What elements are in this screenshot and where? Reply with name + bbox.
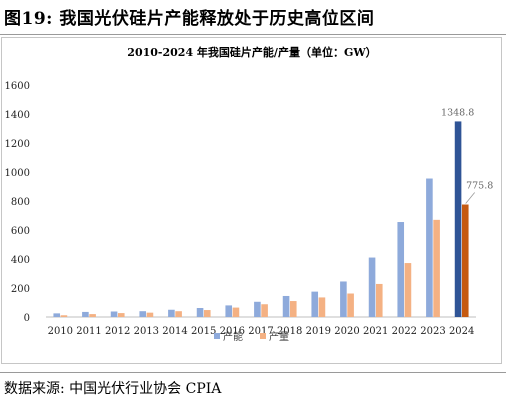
bottom-rule xyxy=(0,372,506,373)
bar-output xyxy=(261,304,268,317)
bar-capacity xyxy=(368,257,376,317)
bar-output xyxy=(60,315,68,317)
data-label-leader xyxy=(465,192,475,204)
bar-output xyxy=(433,219,440,317)
x-axis: 2010 2011 2012 2013 2014 2015 2016 2017 2018 2019… xyxy=(46,316,476,337)
y-tick-label: 1600 xyxy=(5,81,30,92)
bars xyxy=(53,121,469,317)
bar-chart: 2010-2024 年我国硅片产能/产量（单位：GW） 0 200 400 600 80… xyxy=(5,45,494,343)
x-tick-label: 2010 xyxy=(48,326,73,337)
bar-capacity xyxy=(311,291,319,317)
x-tick-label: 2013 xyxy=(134,326,159,337)
x-tick-label: 2023 xyxy=(420,326,445,337)
bar-capacity xyxy=(282,295,290,317)
chart-frame: 2010-2024 年我国硅片产能/产量（单位：GW） 0 200 400 600 80… xyxy=(1,37,502,364)
bar-output xyxy=(117,313,125,317)
bar-output xyxy=(404,263,412,317)
bar-capacity xyxy=(225,305,233,317)
bar-capacity xyxy=(110,311,118,317)
x-tick-label: 2015 xyxy=(191,326,216,337)
legend-swatch-capacity xyxy=(214,333,220,339)
x-tick-label: 2017 xyxy=(248,326,273,337)
bar-capacity xyxy=(82,311,89,317)
bar-capacity xyxy=(196,308,204,317)
bar-output xyxy=(289,301,297,317)
legend-swatch-output xyxy=(260,333,266,339)
bar-capacity xyxy=(454,121,462,317)
bar-capacity xyxy=(340,281,347,317)
y-axis: 0 200 400 600 800 1000 1200 1400 1600 xyxy=(5,81,30,324)
top-rule xyxy=(0,34,506,35)
bar-output xyxy=(146,312,154,317)
y-tick-label: 200 xyxy=(11,284,30,295)
bar-output xyxy=(203,310,211,317)
y-tick-label: 600 xyxy=(11,226,30,237)
x-tick-label: 2012 xyxy=(105,326,130,337)
legend: 产能 产量 xyxy=(214,330,289,343)
x-tick-label: 2019 xyxy=(306,326,331,337)
x-tick-label: 2016 xyxy=(220,326,245,337)
y-tick-label: 0 xyxy=(24,313,30,324)
x-tick-label: 2014 xyxy=(162,326,187,337)
bar-capacity xyxy=(139,311,147,317)
bar-output xyxy=(318,297,326,317)
bar-output xyxy=(461,204,469,317)
source-note: 数据来源: 中国光伏行业协会 CPIA xyxy=(4,381,222,397)
x-tick-label: 2024 xyxy=(449,326,474,337)
data-label-output: 775.8 xyxy=(466,181,493,192)
legend-label-capacity: 产能 xyxy=(223,330,243,343)
bar-output xyxy=(375,283,383,317)
chart-title: 2010-2024 年我国硅片产能/产量（单位：GW） xyxy=(127,45,376,59)
y-tick-label: 400 xyxy=(11,255,30,266)
x-tick-label: 2011 xyxy=(76,326,101,337)
figure-title: 图19: 我国光伏硅片产能释放处于历史高位区间 xyxy=(4,9,375,29)
bar-output xyxy=(232,307,240,317)
y-tick-label: 1400 xyxy=(5,110,30,121)
x-tick-label: 2022 xyxy=(392,326,417,337)
x-tick-label: 2020 xyxy=(334,326,359,337)
bar-capacity xyxy=(426,178,433,317)
bar-output xyxy=(89,314,96,317)
legend-label-output: 产量 xyxy=(269,330,289,343)
x-tick-label: 2021 xyxy=(363,326,388,337)
y-tick-label: 800 xyxy=(11,197,30,208)
bar-output xyxy=(175,311,182,317)
bar-output xyxy=(347,293,354,317)
bar-capacity xyxy=(254,301,261,317)
y-tick-label: 1000 xyxy=(5,168,30,179)
bar-capacity xyxy=(168,309,175,317)
bar-capacity xyxy=(53,313,61,317)
bar-capacity xyxy=(397,222,405,317)
data-label-capacity: 1348.8 xyxy=(441,107,474,118)
data-labels: 1348.8 775.8 xyxy=(441,107,493,204)
x-tick-label: 2018 xyxy=(277,326,302,337)
y-tick-label: 1200 xyxy=(5,139,30,150)
